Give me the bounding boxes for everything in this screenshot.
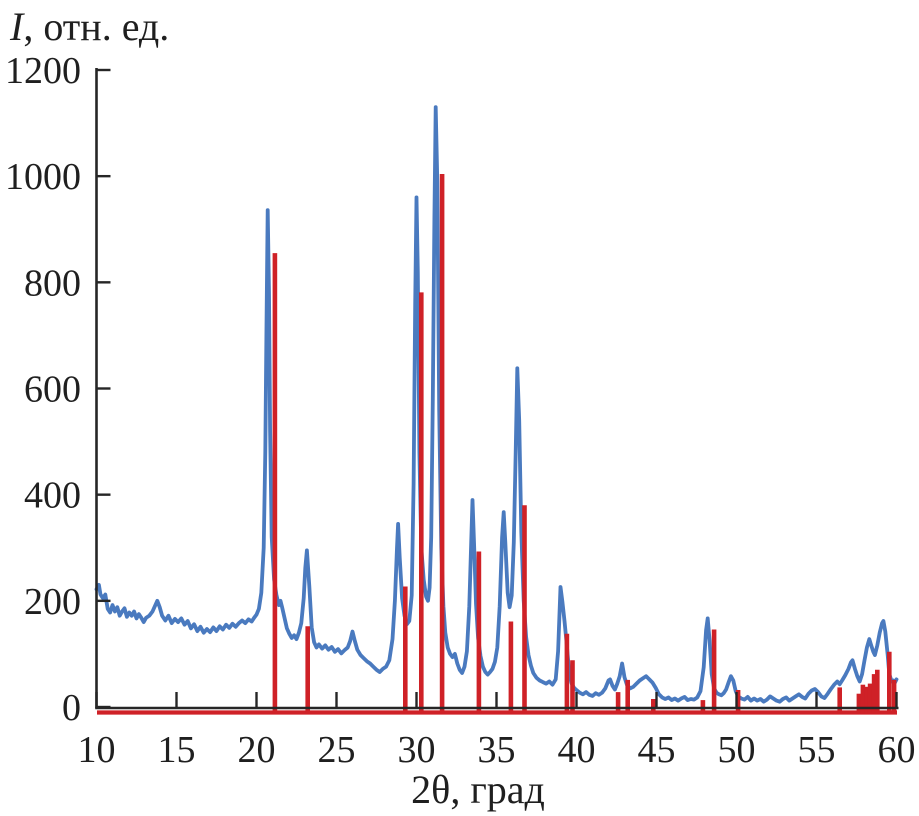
experimental-curve-series bbox=[94, 105, 899, 704]
x-tick-label: 35 bbox=[478, 729, 516, 771]
y-tick-label: 800 bbox=[24, 262, 81, 304]
y-tick-label: 1200 bbox=[5, 50, 81, 92]
y-axis-title: I, отн. ед. bbox=[9, 4, 169, 49]
x-tick-label: 55 bbox=[798, 729, 836, 771]
x-tick-label: 30 bbox=[398, 729, 436, 771]
y-tick-label: 600 bbox=[24, 369, 81, 411]
tick-labels: 0 200 400 600 800 1000 1200 10 15 20 25 30 35 40 45 50 5… bbox=[5, 50, 916, 771]
x-axis-title: 2θ, град bbox=[411, 767, 545, 812]
y-tick-label: 200 bbox=[24, 581, 81, 623]
experimental-curve bbox=[94, 105, 899, 704]
y-tick-label: 1000 bbox=[5, 156, 81, 198]
y-tick-label: 400 bbox=[24, 475, 81, 517]
y-tick-label: 0 bbox=[62, 687, 81, 729]
x-tick-label: 15 bbox=[158, 729, 196, 771]
tick-marks bbox=[95, 68, 898, 709]
x-tick-label: 60 bbox=[878, 729, 916, 771]
x-tick-label: 25 bbox=[318, 729, 356, 771]
x-tick-label: 10 bbox=[78, 729, 116, 771]
x-tick-label: 45 bbox=[638, 729, 676, 771]
x-tick-label: 50 bbox=[718, 729, 756, 771]
y-axis-title-units: , отн. ед. bbox=[23, 4, 169, 49]
axes bbox=[95, 68, 899, 710]
reference-peaks-overlay bbox=[97, 174, 897, 715]
x-tick-label: 20 bbox=[238, 729, 276, 771]
x-tick-label: 40 bbox=[558, 729, 596, 771]
y-axis-title-symbol: I bbox=[9, 4, 25, 49]
